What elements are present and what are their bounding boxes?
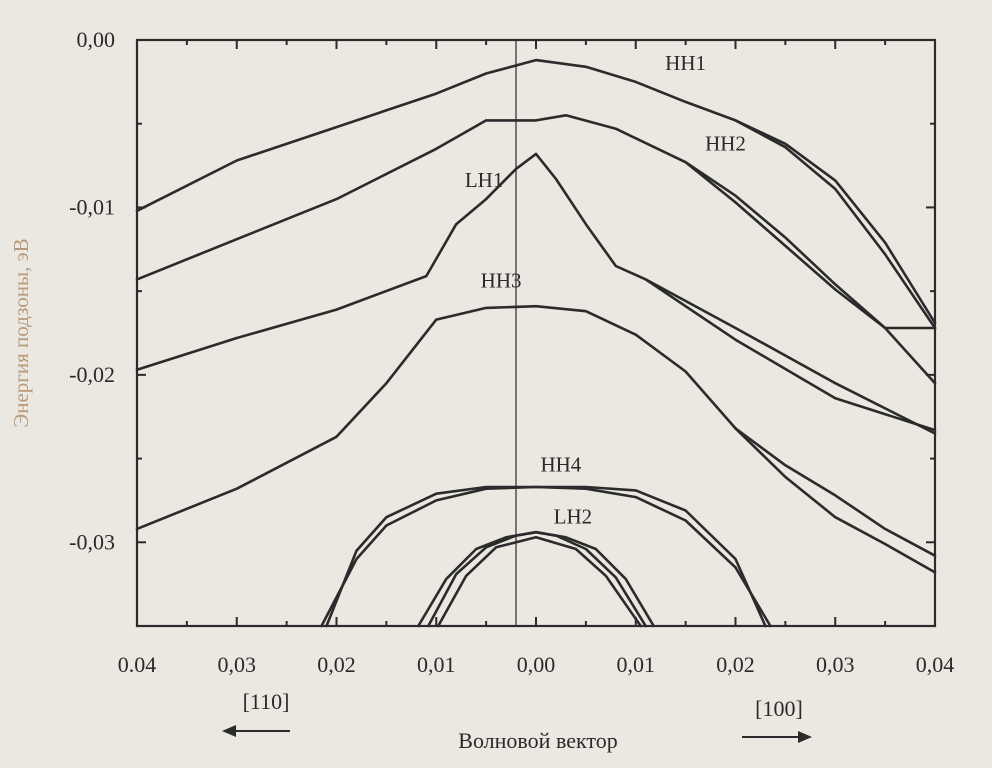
band-label-hh3: HH3 [481, 269, 522, 293]
y-axis-label: Энергия подзоны, эВ [9, 238, 33, 427]
band-curve-hh4 [320, 485, 772, 628]
x-axis: 0.04 0,03 0,02 0,01 0,00 0,01 0,02 0,03 0,04 [118, 40, 955, 677]
band-curve-branch-9 [325, 485, 767, 628]
arrow-left-icon [222, 725, 236, 737]
band-curve-hh1 [135, 58, 937, 325]
band-curve-lh1 [135, 152, 937, 435]
x-tick-label: 0,02 [317, 652, 356, 677]
band-labels: HH1 HH2 LH1 HH3 HH4 LH2 [465, 51, 746, 529]
band-label-hh2: HH2 [705, 131, 746, 155]
arrow-right-icon [798, 731, 812, 743]
band-label-lh2: LH2 [554, 505, 593, 529]
y-tick-label: 0,00 [77, 27, 116, 52]
band-curve-hh2 [135, 114, 937, 385]
band-label-lh1: LH1 [465, 168, 504, 192]
band-curve-hh3 [135, 304, 937, 557]
band-label-hh1: HH1 [665, 51, 706, 75]
direction-label-right: [100] [755, 696, 803, 721]
plot-area [135, 58, 937, 628]
x-tick-label: 0,03 [816, 652, 855, 677]
x-tick-label: 0.04 [118, 652, 157, 677]
x-axis-label: Волновой вектор [458, 728, 617, 753]
direction-label-left: [110] [243, 689, 290, 714]
x-tick-label: 0,04 [916, 652, 955, 677]
x-tick-label: 0,02 [716, 652, 755, 677]
band-curve-branch-5 [644, 278, 937, 432]
x-tick-label: 0,03 [218, 652, 257, 677]
band-curve-branch-11 [427, 530, 647, 628]
y-tick-label: -0,03 [69, 529, 115, 554]
x-tick-label: 0,01 [417, 652, 456, 677]
y-tick-label: -0,02 [69, 362, 115, 387]
band-curve-branch-1 [734, 119, 937, 330]
x-tick-label: 0,00 [517, 652, 556, 677]
y-axis: 0,00 -0,01 -0,02 -0,03 [69, 27, 935, 554]
y-tick-label: -0,01 [69, 194, 115, 219]
x-tick-label: 0,01 [617, 652, 656, 677]
band-curve-branch-3 [684, 160, 937, 330]
band-curve-branch-12 [436, 536, 642, 628]
band-label-hh4: HH4 [540, 453, 581, 477]
band-curve-branch-7 [734, 427, 937, 574]
